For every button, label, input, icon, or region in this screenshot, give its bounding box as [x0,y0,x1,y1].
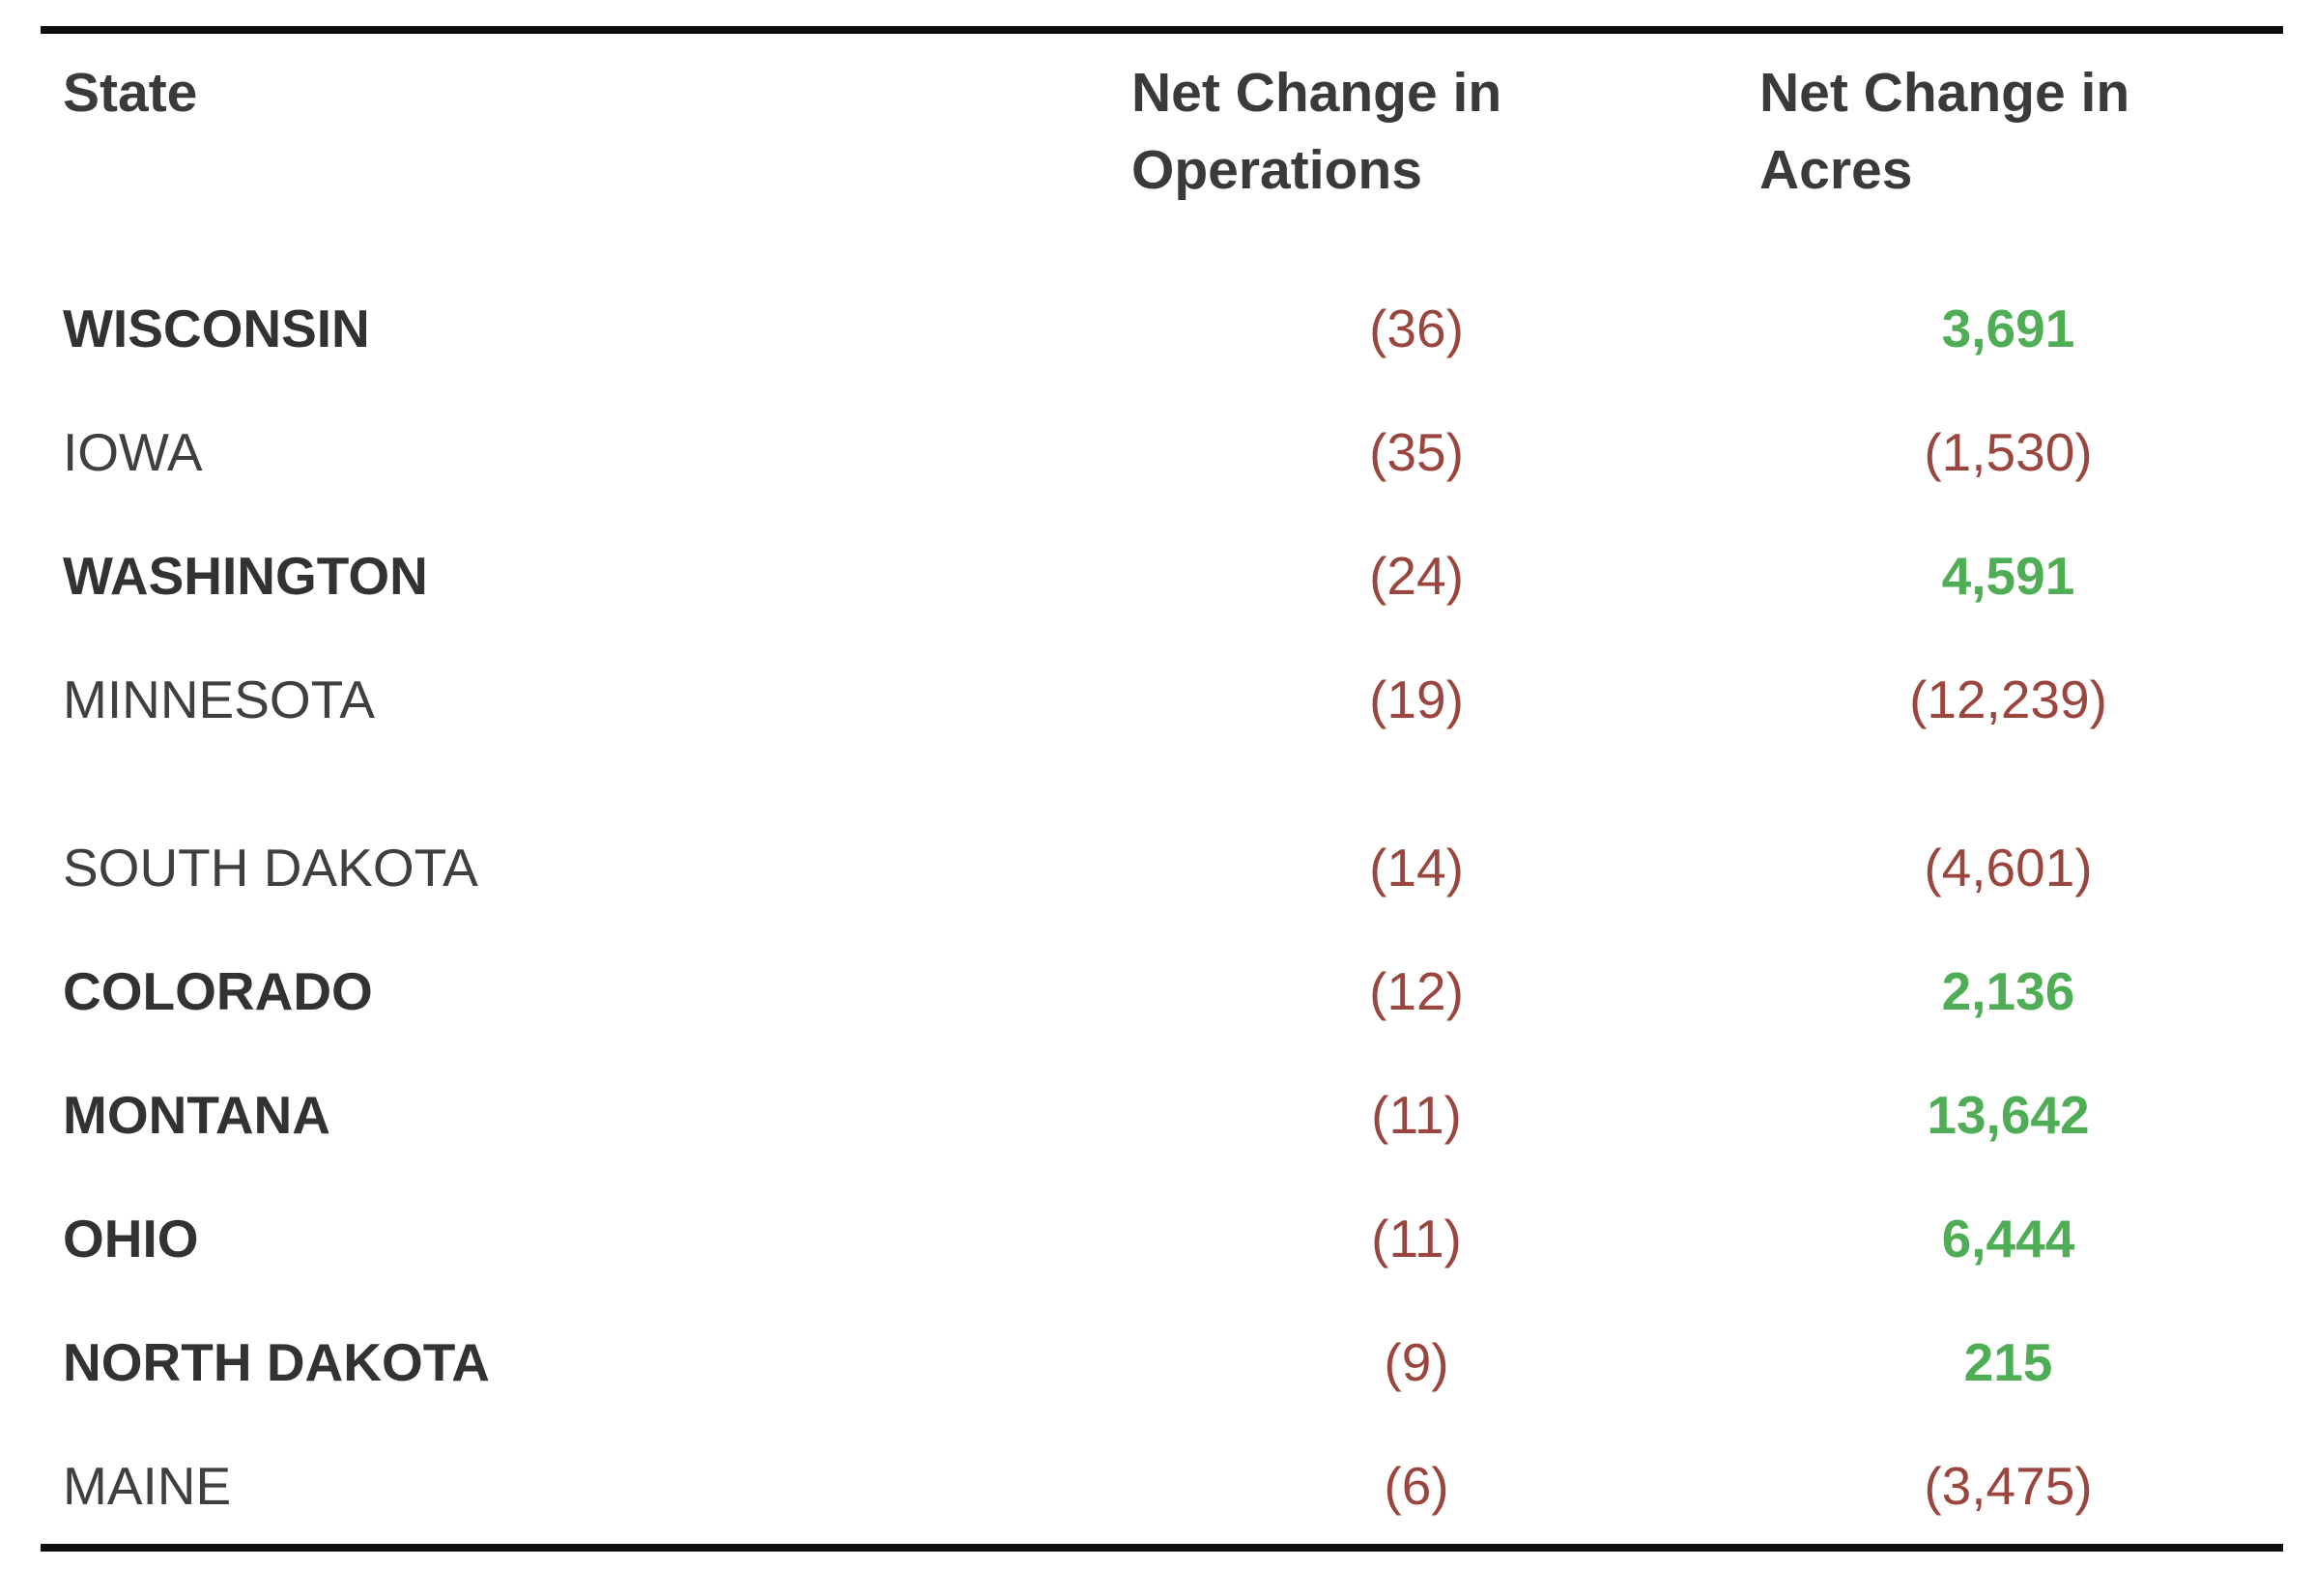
net-change-operations-value: (12) [1369,961,1464,1021]
table-row: MINNESOTA (19) (12,239) [63,667,2315,790]
table-row: NORTH DAKOTA (9) 215 [63,1329,2315,1453]
table-header-row: State Net Change in Operations Net Chang… [63,54,2315,209]
net-change-acres-value: (4,601) [1924,838,2093,898]
state-name: COLORADO [63,961,373,1021]
table-row: SOUTH DAKOTA (14) (4,601) [63,835,2315,958]
net-change-acres-value: 4,591 [1941,546,2075,606]
table-row: MAINE (6) (3,475) [63,1453,2315,1577]
net-change-acres-value: (12,239) [1909,670,2107,729]
net-change-acres-value: 6,444 [1941,1209,2075,1268]
table-row: WISCONSIN (36) 3,691 [63,296,2315,419]
net-change-acres-value: 2,136 [1941,961,2075,1021]
column-header-state: State [63,54,1131,209]
net-change-acres-value: 215 [1963,1332,2053,1392]
table-row: OHIO (11) 6,444 [63,1206,2315,1329]
net-change-operations-value: (35) [1369,422,1464,482]
table-row: IOWA (35) (1,530) [63,419,2315,543]
net-change-acres-value: (1,530) [1924,422,2093,482]
state-name: MAINE [63,1456,232,1516]
state-name: MINNESOTA [63,670,375,729]
table-bottom-border [41,1544,2283,1552]
column-header-net-change-acres: Net Change in Acres [1701,54,2315,209]
table-row: COLORADO (12) 2,136 [63,958,2315,1082]
state-name: OHIO [63,1209,199,1268]
net-change-operations-value: (9) [1384,1332,1449,1392]
state-name: SOUTH DAKOTA [63,838,478,898]
state-name: WISCONSIN [63,299,370,358]
state-name: NORTH DAKOTA [63,1332,490,1392]
state-name: WASHINGTON [63,546,428,606]
net-change-operations-value: (19) [1369,670,1464,729]
state-name: MONTANA [63,1085,330,1145]
net-change-acres-value: (3,475) [1924,1456,2093,1516]
state-name: IOWA [63,422,203,482]
column-header-state-label: State [63,62,198,124]
net-change-acres-value: 3,691 [1941,299,2075,358]
column-header-net-change-operations: Net Change in Operations [1131,54,1701,209]
table-row: WASHINGTON (24) 4,591 [63,543,2315,667]
net-change-operations-value: (36) [1369,299,1464,358]
table-body: WISCONSIN (36) 3,691 IOWA (35) (1,530) W… [63,296,2315,1577]
net-change-operations-value: (14) [1369,838,1464,898]
table-top-border [41,26,2283,34]
column-header-net-change-operations-label: Net Change in Operations [1131,62,1502,201]
net-change-operations-value: (11) [1371,1085,1462,1145]
net-change-acres-value: 13,642 [1927,1085,2090,1145]
column-header-net-change-acres-label: Net Change in Acres [1759,62,2130,201]
table-row: MONTANA (11) 13,642 [63,1082,2315,1206]
net-change-operations-value: (6) [1384,1456,1449,1516]
net-change-operations-value: (24) [1369,546,1464,606]
net-change-operations-value: (11) [1371,1209,1462,1268]
